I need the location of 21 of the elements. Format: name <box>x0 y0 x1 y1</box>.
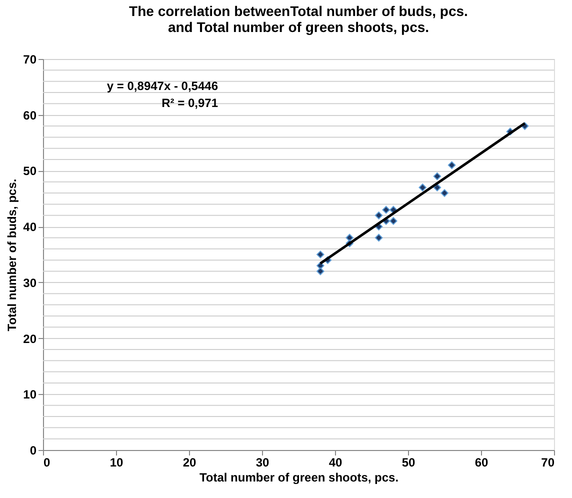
x-axis-title: Total number of green shoots, pcs. <box>199 470 399 484</box>
x-tick-label: 70 <box>541 456 555 470</box>
annotation: y = 0,8947x - 0,5446 <box>106 79 218 93</box>
x-tick-label: 0 <box>44 456 50 470</box>
y-axis-title: Total number of buds, pcs. <box>5 178 20 332</box>
y-tick-label: 10 <box>23 388 37 402</box>
y-tick-label: 30 <box>23 276 37 290</box>
y-tick-label: 70 <box>23 52 37 66</box>
y-tick-label: 0 <box>30 444 37 458</box>
annotation: R² = 0,971 <box>162 96 218 110</box>
x-tick-label: 60 <box>474 456 488 470</box>
chart-title: The correlation betweenTotal number of buds, pcs. and Total number of green shoots, pcs. <box>129 3 468 35</box>
y-tick-label: 40 <box>23 220 37 234</box>
x-tick-label: 30 <box>256 456 270 470</box>
x-tick-label: 20 <box>182 456 196 470</box>
y-tick-label: 20 <box>23 332 37 346</box>
y-tick-label: 50 <box>23 164 37 178</box>
x-tick-label: 40 <box>328 456 342 470</box>
x-tick-label: 10 <box>110 456 124 470</box>
x-tick-label: 50 <box>402 456 416 470</box>
y-tick-label: 60 <box>23 108 37 122</box>
